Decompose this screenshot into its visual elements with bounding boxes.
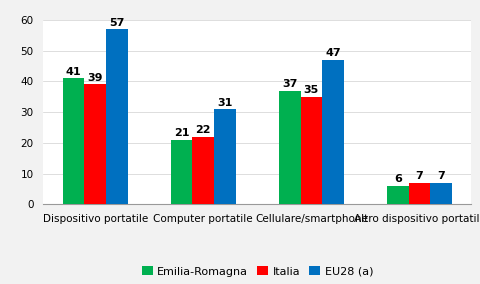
Text: 35: 35 xyxy=(303,85,318,95)
Text: 39: 39 xyxy=(87,73,103,83)
Bar xyxy=(170,140,192,204)
Bar xyxy=(300,97,322,204)
Text: 41: 41 xyxy=(66,67,81,77)
Text: 6: 6 xyxy=(393,174,401,185)
Bar xyxy=(62,78,84,204)
Text: 57: 57 xyxy=(109,18,124,28)
Bar xyxy=(192,137,214,204)
Text: 37: 37 xyxy=(281,79,297,89)
Text: 22: 22 xyxy=(195,125,211,135)
Text: 7: 7 xyxy=(415,172,422,181)
Bar xyxy=(430,183,451,204)
Bar xyxy=(278,91,300,204)
Bar xyxy=(84,85,106,204)
Text: 21: 21 xyxy=(174,128,189,138)
Bar xyxy=(386,186,408,204)
Bar xyxy=(106,29,127,204)
Bar xyxy=(322,60,343,204)
Bar xyxy=(408,183,430,204)
Legend: Emilia-Romagna, Italia, EU28 (a): Emilia-Romagna, Italia, EU28 (a) xyxy=(137,262,377,281)
Bar xyxy=(214,109,235,204)
Text: 47: 47 xyxy=(324,48,340,58)
Text: 7: 7 xyxy=(436,172,444,181)
Text: 31: 31 xyxy=(217,98,232,108)
